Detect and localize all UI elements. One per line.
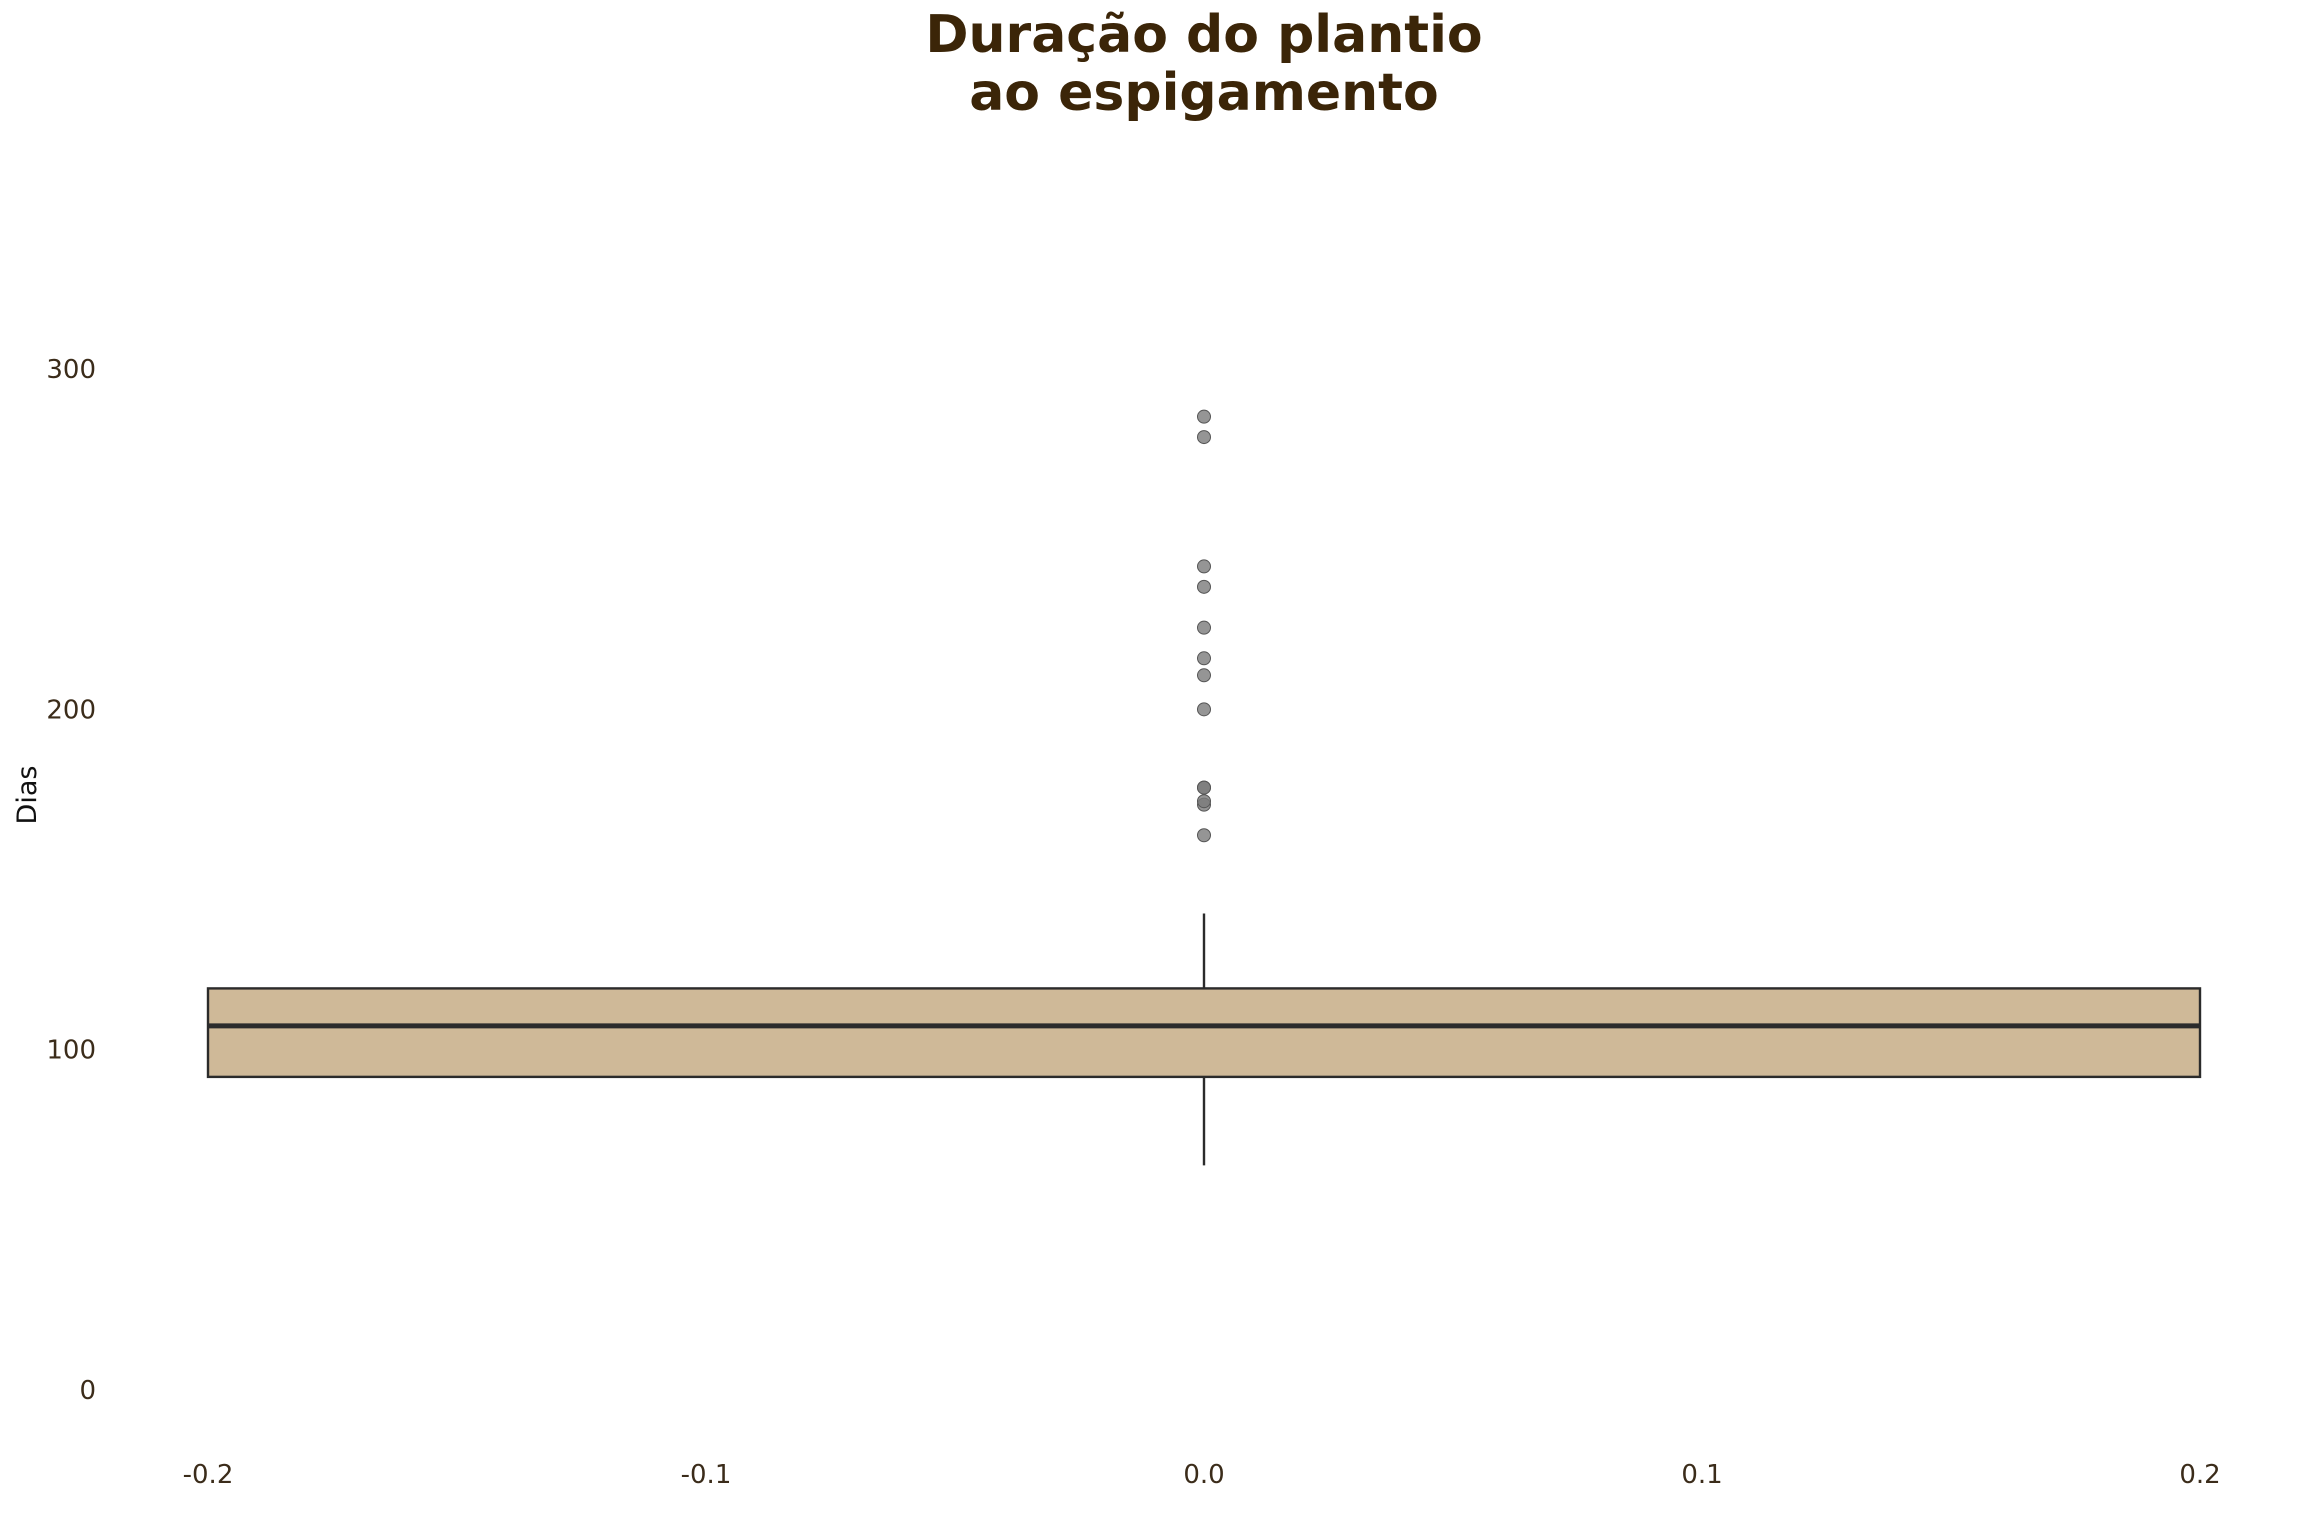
outlier-point xyxy=(1197,620,1211,635)
y-tick-label: 0 xyxy=(79,1376,96,1406)
x-tick-label: -0.1 xyxy=(681,1460,732,1490)
outlier-point xyxy=(1197,651,1211,666)
x-tick-label: 0.0 xyxy=(1183,1460,1224,1490)
chart-title-line-1: Duração do plantio xyxy=(925,5,1482,65)
y-axis-ticks: 0 100 200 300 xyxy=(46,355,96,1406)
x-tick-label: 0.1 xyxy=(1681,1460,1722,1490)
iqr-box xyxy=(206,987,2202,1079)
x-axis-ticks: -0.2 -0.1 0.0 0.1 0.2 xyxy=(183,1460,2221,1490)
outlier-point xyxy=(1197,559,1211,574)
outlier-point xyxy=(1197,780,1211,795)
outlier-point xyxy=(1197,409,1211,424)
x-tick-label: 0.2 xyxy=(2179,1460,2220,1490)
outlier-point xyxy=(1197,579,1211,594)
y-tick-label: 300 xyxy=(46,355,96,385)
y-tick-label: 100 xyxy=(46,1036,96,1066)
x-tick-label: -0.2 xyxy=(183,1460,234,1490)
outlier-point xyxy=(1197,430,1211,445)
outlier-point xyxy=(1197,668,1211,683)
outlier-point xyxy=(1197,702,1211,717)
y-tick-label: 200 xyxy=(46,695,96,725)
y-axis-label: Dias xyxy=(12,766,43,825)
outlier-point xyxy=(1197,828,1211,843)
chart-title-line-2: ao espigamento xyxy=(969,63,1439,123)
outlier-point xyxy=(1197,794,1211,809)
plot-area xyxy=(206,409,2202,1166)
